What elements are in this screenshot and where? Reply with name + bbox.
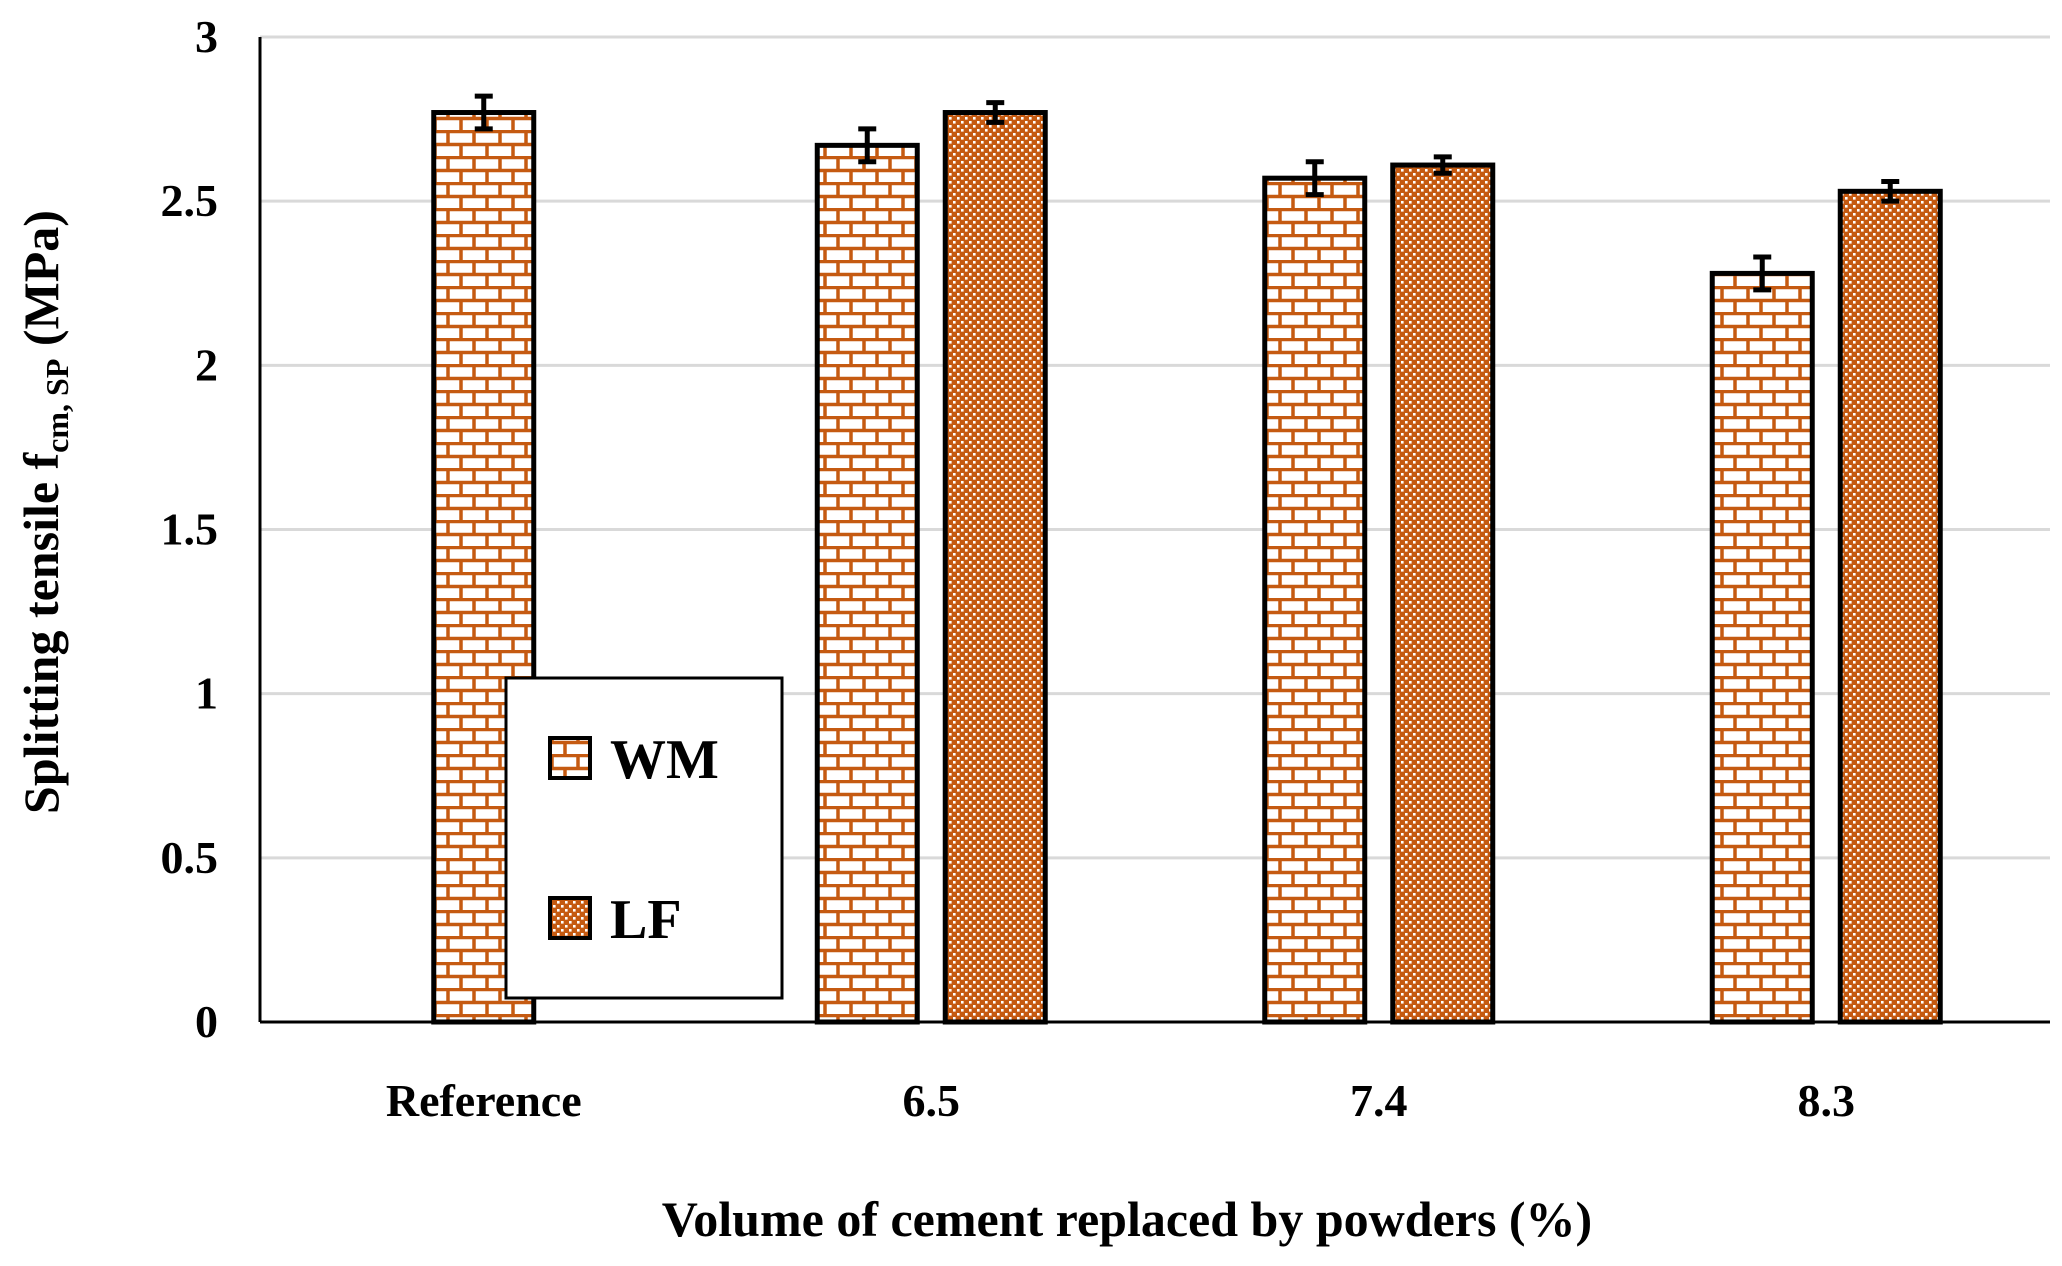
- bar-wm-7-4: [1262, 175, 1368, 1025]
- legend-label-lf: LF: [610, 889, 682, 951]
- y-axis-title-main: Splitting tensile f: [13, 451, 69, 813]
- y-tick-label-2: 2: [195, 339, 218, 390]
- y-axis-title-subscript: cm, SP: [39, 359, 75, 453]
- error-bars: [474, 93, 1900, 293]
- legend-label-wm: WM: [610, 729, 719, 791]
- y-tick-label-1: 1: [195, 668, 218, 719]
- x-tick-label-7-4: 7.4: [1350, 1075, 1408, 1126]
- y-axis-title: Splitting tensile fcm, SP (MPa): [13, 210, 75, 814]
- bar-wm-8-3: [1709, 270, 1815, 1025]
- y-tick-label-3: 3: [195, 11, 218, 62]
- legend-swatch-wm: [548, 736, 592, 780]
- y-tick-label-0: 0: [195, 996, 218, 1047]
- y-tick-label-2.5: 2.5: [161, 175, 219, 226]
- y-tick-labels: 0 0.5 1 1.5 2 2.5 3: [161, 11, 219, 1047]
- bar-lf-6-5: [942, 110, 1048, 1025]
- x-tick-label-8-3: 8.3: [1798, 1075, 1856, 1126]
- bar-lf-7-4: [1390, 162, 1496, 1025]
- legend-swatch-lf: [548, 896, 592, 940]
- bar-wm-6-5: [814, 142, 920, 1025]
- legend-box: [504, 676, 784, 1000]
- y-axis-title-suffix: (MPa): [13, 210, 69, 359]
- x-tick-label-reference: Reference: [386, 1075, 582, 1126]
- bar-lf-8-3: [1837, 188, 1943, 1025]
- y-tick-label-0.5: 0.5: [161, 832, 219, 883]
- x-tick-labels: Reference 6.5 7.4 8.3: [386, 1075, 1855, 1126]
- x-axis-title: Volume of cement replaced by powders (%): [662, 1191, 1592, 1247]
- legend: WM LF: [504, 676, 784, 1000]
- x-tick-label-6-5: 6.5: [903, 1075, 961, 1126]
- y-tick-label-1.5: 1.5: [161, 504, 219, 555]
- axes: [258, 37, 2050, 1024]
